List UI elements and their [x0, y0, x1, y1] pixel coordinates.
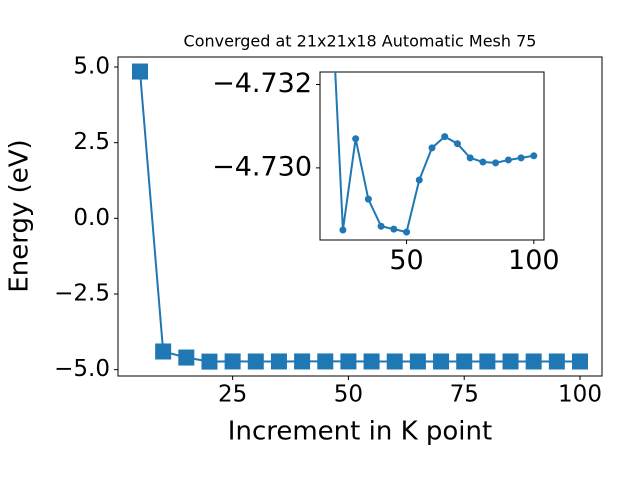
x-tick-label: 25 — [218, 381, 247, 407]
x-tick-label: 100 — [508, 245, 560, 276]
marker — [132, 63, 148, 80]
marker — [441, 133, 449, 141]
y-tick-label: 5.0 — [73, 53, 110, 79]
y-tick-label: −4.732 — [212, 68, 312, 99]
marker — [548, 353, 565, 370]
marker — [572, 353, 588, 370]
marker — [364, 195, 372, 203]
marker — [456, 353, 473, 370]
marker — [270, 353, 287, 370]
marker — [504, 156, 512, 164]
marker — [294, 353, 311, 370]
y-tick-label: 2.5 — [73, 129, 110, 155]
x-axis-label: Increment in K point — [228, 417, 492, 447]
marker — [363, 353, 380, 370]
x-tick-label: 100 — [558, 381, 602, 407]
y-tick-label: −2.5 — [54, 280, 110, 306]
marker — [390, 225, 398, 233]
marker — [352, 135, 360, 143]
marker — [479, 353, 496, 370]
marker — [525, 353, 542, 370]
marker — [224, 353, 241, 370]
y-axis-label: Energy (eV) — [5, 139, 35, 292]
marker — [155, 343, 172, 360]
marker — [466, 154, 474, 162]
marker — [386, 353, 403, 370]
y-tick-label: −4.730 — [212, 151, 312, 182]
marker — [415, 176, 423, 184]
x-tick-label: 50 — [334, 381, 363, 407]
x-tick-label: 50 — [389, 245, 423, 276]
marker — [517, 154, 525, 162]
y-tick-label: 0.0 — [73, 205, 110, 231]
plot-layer — [334, 72, 538, 236]
marker — [178, 349, 195, 366]
x-tick-label: 75 — [450, 381, 479, 407]
marker — [530, 152, 538, 160]
y-tick-label: −5.0 — [54, 356, 110, 382]
marker — [317, 353, 334, 370]
marker — [201, 353, 218, 370]
marker — [409, 353, 426, 370]
marker — [403, 228, 411, 236]
marker — [453, 140, 461, 148]
marker — [502, 353, 519, 370]
plot-layer — [132, 63, 588, 370]
marker — [433, 353, 450, 370]
marker — [428, 144, 436, 152]
chart-title: Converged at 21x21x18 Automatic Mesh 75 — [184, 32, 537, 51]
plot-area — [319, 71, 545, 241]
marker — [377, 222, 385, 230]
marker — [247, 353, 264, 370]
marker — [339, 226, 347, 234]
marker — [479, 158, 487, 166]
marker — [492, 159, 500, 167]
marker — [340, 353, 357, 370]
